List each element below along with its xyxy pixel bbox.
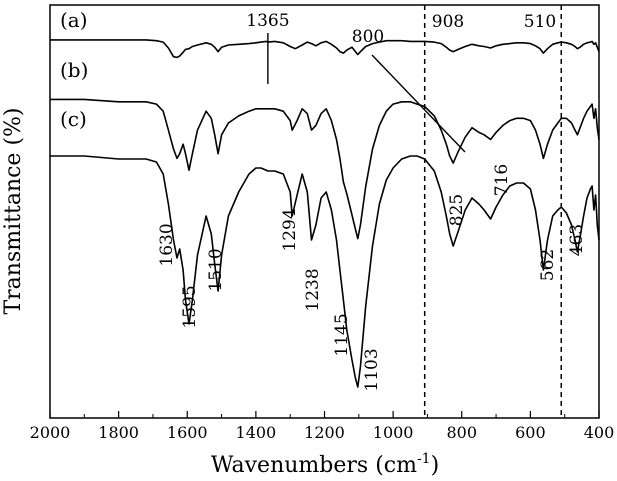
x-tick-label: 1800 bbox=[98, 423, 139, 442]
peak-label: 1145 bbox=[332, 313, 352, 356]
peak-label: 716 bbox=[492, 164, 512, 196]
x-tick-label: 1400 bbox=[236, 423, 277, 442]
series-line-c bbox=[50, 155, 600, 388]
x-tick-label: 1200 bbox=[304, 423, 345, 442]
reference-lines bbox=[423, 5, 563, 418]
plot-frame bbox=[49, 4, 600, 419]
series-group bbox=[50, 39, 600, 388]
peak-label: 800 bbox=[352, 27, 384, 47]
peak-label: 1595 bbox=[180, 285, 200, 328]
peak-label: 1365 bbox=[246, 11, 289, 31]
x-tick-label: 800 bbox=[446, 423, 477, 442]
peak-label: 1238 bbox=[303, 268, 323, 311]
peak-pointer bbox=[371, 54, 466, 153]
peak-label: 463 bbox=[567, 224, 587, 256]
peak-label: 825 bbox=[447, 194, 467, 226]
series-label: (a) bbox=[60, 8, 88, 32]
series-labels: (a) (b) (c) bbox=[60, 8, 88, 131]
x-tick-label: 1600 bbox=[167, 423, 208, 442]
x-tick-label: 600 bbox=[515, 423, 546, 442]
peak-label: 1510 bbox=[206, 248, 226, 291]
peak-label: 908 bbox=[432, 12, 464, 32]
x-axis-unit: (cm-1) bbox=[375, 451, 439, 478]
peak-label: 510 bbox=[524, 12, 556, 32]
peak-label: 1630 bbox=[157, 223, 177, 266]
x-axis-ticks: 2000 1800 1600 1400 1200 1000 800 600 400 bbox=[30, 411, 615, 442]
peak-label: 1294 bbox=[280, 208, 300, 251]
x-tick-label: 2000 bbox=[30, 423, 71, 442]
series-label: (c) bbox=[60, 107, 87, 131]
x-axis-label: Wavenumbers (cm-1) bbox=[211, 451, 439, 478]
x-tick-label: 1000 bbox=[373, 423, 414, 442]
peak-label: 1103 bbox=[362, 348, 382, 391]
series-line-b bbox=[50, 98, 600, 240]
x-tick-label: 400 bbox=[584, 423, 615, 442]
peak-label: 562 bbox=[538, 249, 558, 281]
series-label: (b) bbox=[60, 58, 88, 82]
series-line-a bbox=[50, 39, 600, 59]
y-axis-label: Transmittance (%) bbox=[1, 107, 26, 314]
